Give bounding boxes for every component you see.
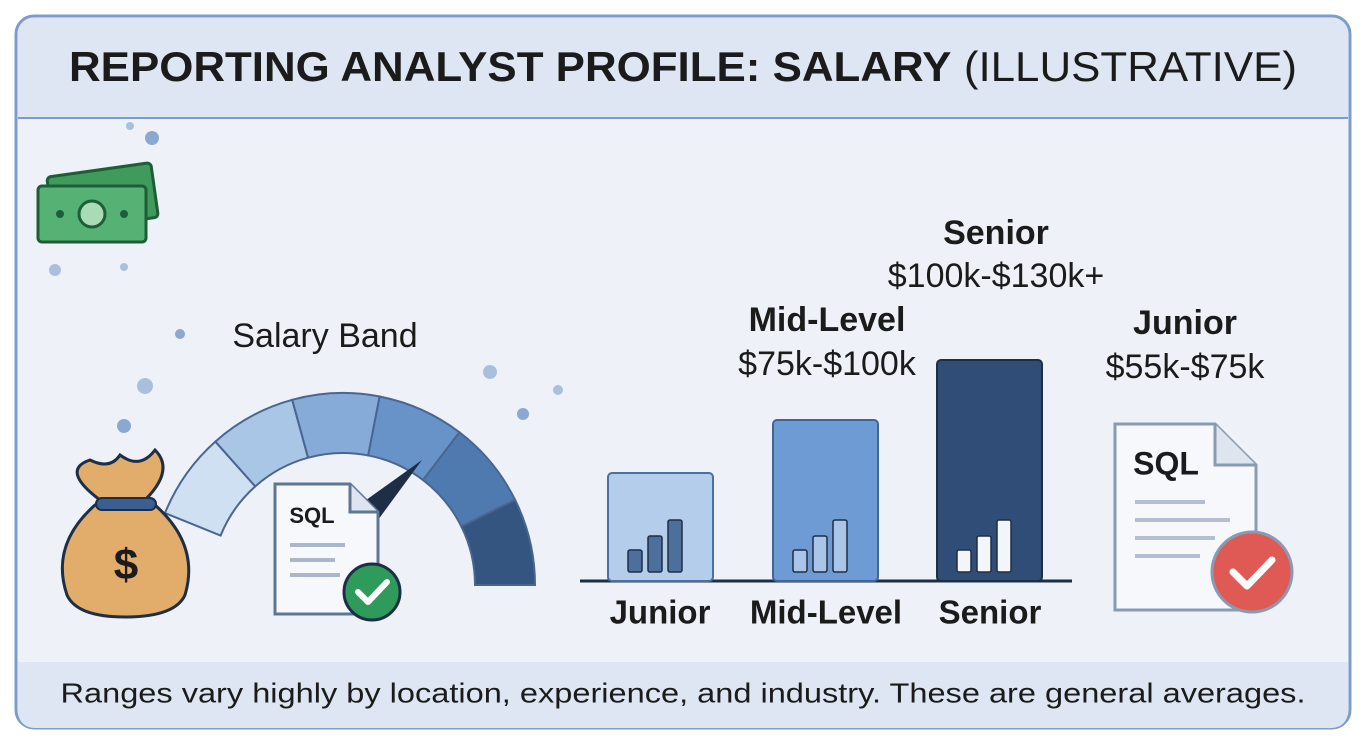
callout-range: $55k-$75k (1106, 348, 1266, 386)
decoration (95, 497, 157, 511)
bar (936, 359, 1043, 582)
mini-bar (667, 519, 683, 573)
decoration (1213, 424, 1256, 467)
decoration (120, 210, 128, 218)
decoration (18, 18, 1348, 118)
decoration (355, 579, 390, 605)
mini-bar (627, 549, 643, 573)
gauge-segment (459, 498, 537, 586)
decoration (18, 662, 1348, 728)
footer-note: Ranges vary highly by location, experien… (61, 677, 1306, 708)
mini-bar (832, 519, 848, 573)
mini-bar (976, 535, 992, 573)
title-qualifier: (ILLUSTRATIVE) (964, 43, 1297, 90)
decoration (1210, 530, 1294, 614)
title: REPORTING ANALYST PROFILE: SALARY (ILLUST… (69, 43, 1297, 90)
icon-group: SQL (273, 482, 402, 622)
mini-bar (956, 549, 972, 573)
bar-label: Senior (939, 594, 1042, 631)
mini-bar (812, 535, 828, 573)
decoration (126, 122, 134, 130)
decoration (342, 562, 402, 622)
icon-group: $ (60, 447, 191, 619)
icon-group (36, 122, 563, 433)
decoration (348, 484, 378, 514)
callout-range: $75k-$100k (738, 345, 917, 383)
decoration (75, 447, 165, 502)
decoration (137, 378, 153, 394)
decoration (517, 408, 529, 420)
decoration (175, 329, 185, 339)
bar-label: Mid-Level (750, 594, 902, 631)
mini-bar (996, 519, 1012, 573)
decoration (120, 263, 128, 271)
decoration (145, 131, 159, 145)
mini-bar (792, 549, 808, 573)
decoration: $ (114, 541, 138, 590)
icon-group (607, 359, 1043, 582)
decoration (49, 264, 61, 276)
decoration (1229, 556, 1276, 590)
document-badge: SQL (1133, 445, 1199, 481)
decoration (77, 199, 107, 229)
mini-bar (647, 535, 663, 573)
gauge-segment (291, 392, 381, 459)
bar-label: Junior (610, 594, 711, 631)
title-main: REPORTING ANALYST PROFILE: SALARY (69, 43, 951, 90)
callout-name: Junior (1133, 304, 1237, 342)
decoration (56, 210, 64, 218)
icon-group (163, 392, 537, 586)
decoration (60, 503, 191, 619)
gauge-badge: SQL (289, 503, 334, 528)
decoration (117, 419, 131, 433)
callout-name: Senior (943, 214, 1049, 252)
callout-name: Mid-Level (749, 301, 906, 339)
decoration (483, 365, 497, 379)
icon-group: SQL (1113, 422, 1294, 614)
callout-range: $100k-$130k+ (888, 257, 1104, 295)
gauge-label: Salary Band (232, 317, 417, 355)
bar (772, 419, 879, 582)
decoration (553, 385, 563, 395)
